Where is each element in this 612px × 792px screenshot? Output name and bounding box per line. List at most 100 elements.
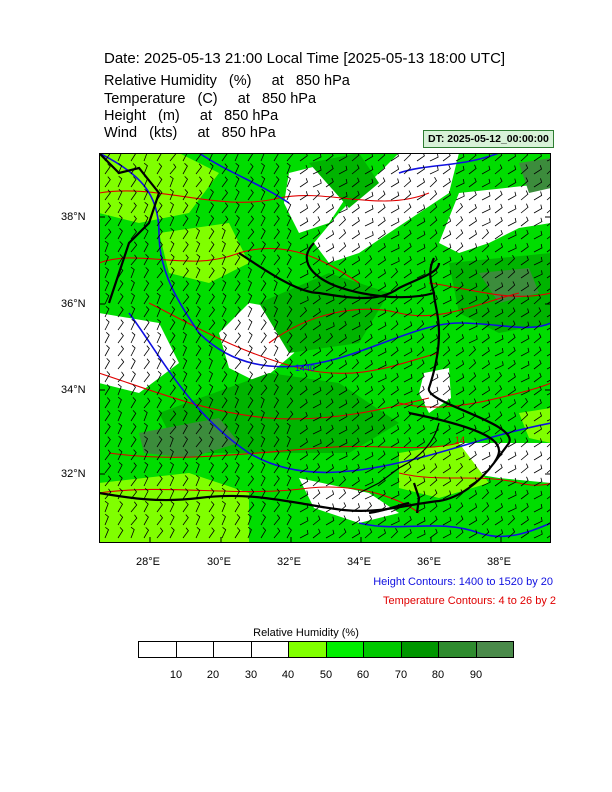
wind-barb <box>247 513 252 526</box>
wind-barb <box>312 203 321 214</box>
wind-barb <box>351 348 361 357</box>
wind-barb <box>377 164 386 175</box>
wind-barb <box>156 488 163 500</box>
wind-barb <box>234 501 241 513</box>
wind-barb <box>390 320 399 331</box>
wind-barb <box>234 162 240 175</box>
wind-barb <box>273 371 279 383</box>
wind-barb <box>416 320 425 331</box>
lon-label-34: 34°E <box>347 556 371 568</box>
wind-barb <box>507 333 516 344</box>
lon-label-36: 36°E <box>417 556 441 568</box>
wind-barb <box>351 269 361 279</box>
wind-barb <box>234 435 240 448</box>
wind-barb <box>403 515 412 526</box>
wind-barb <box>104 397 111 409</box>
wind-barb <box>351 490 360 500</box>
wind-barb <box>429 229 438 240</box>
wind-barb <box>442 191 451 201</box>
wind-barb <box>234 153 240 162</box>
wind-barb <box>403 424 412 435</box>
wind-barb <box>169 188 174 201</box>
wind-barb <box>520 321 530 331</box>
wind-barb <box>416 451 426 461</box>
wind-barb <box>416 516 426 526</box>
wind-barb <box>156 202 163 214</box>
wind-barb <box>143 422 148 435</box>
wind-barb <box>338 307 347 318</box>
wind-barb <box>416 385 425 396</box>
wind-barb <box>390 477 400 487</box>
wind-barb <box>312 399 322 409</box>
wind-barb <box>338 386 348 396</box>
wind-barb <box>312 153 322 162</box>
wind-barb <box>260 153 265 162</box>
wind-barb <box>468 308 478 318</box>
wind-barb <box>156 357 162 370</box>
wind-barb <box>377 398 386 409</box>
wind-barb <box>364 478 374 487</box>
wind-barb <box>273 423 280 435</box>
wind-barb <box>234 527 241 539</box>
lon-label-28: 28°E <box>136 556 160 568</box>
wind-barb <box>533 257 543 266</box>
wind-barb <box>468 450 477 461</box>
wind-barb <box>520 515 529 526</box>
wind-barb <box>325 411 334 422</box>
wind-barb <box>533 438 543 448</box>
wind-barb <box>520 282 529 292</box>
wind-barb <box>455 476 464 487</box>
wind-barb <box>312 373 322 383</box>
wind-barb <box>286 319 293 331</box>
wind-barb <box>117 202 123 214</box>
wind-barb <box>156 241 163 253</box>
wind-barb <box>455 242 464 253</box>
wind-barb <box>377 282 387 292</box>
wind-barb <box>377 516 386 526</box>
wind-barb <box>351 282 361 292</box>
wind-barb <box>351 411 360 422</box>
wind-barb <box>546 442 551 448</box>
wind-barb <box>286 487 292 500</box>
wind-barb <box>312 242 321 253</box>
wind-barb <box>273 501 281 513</box>
wind-barb <box>104 266 109 279</box>
header-line-wind: Wind (kts) at 850 hPa <box>104 125 276 141</box>
wind-barb <box>377 424 386 435</box>
wind-barb <box>338 438 348 448</box>
wind-barb <box>208 527 215 539</box>
wind-barb <box>234 396 239 409</box>
wind-barb <box>117 228 123 240</box>
wind-barb <box>468 269 478 279</box>
wind-barb <box>273 514 281 526</box>
wind-barb <box>416 477 426 487</box>
wind-barb <box>273 228 280 240</box>
wind-barb <box>364 451 374 461</box>
wind-barb <box>455 515 464 526</box>
wind-barb <box>169 435 174 448</box>
wind-barb <box>286 162 291 175</box>
wind-barb <box>104 436 111 448</box>
wind-barb <box>507 438 517 448</box>
wind-barb <box>195 253 201 266</box>
wind-barb <box>481 242 490 253</box>
wind-barb <box>507 231 517 240</box>
wind-barb <box>143 319 150 331</box>
colorbar-cell <box>139 642 177 657</box>
wind-barb <box>507 412 517 422</box>
wind-barb <box>117 332 124 344</box>
wind-barb <box>182 254 189 266</box>
wind-barb <box>221 358 228 370</box>
wind-barb <box>494 282 504 292</box>
wind-barb <box>208 344 213 357</box>
wind-barb <box>546 313 551 318</box>
wind-barb <box>494 398 503 409</box>
wind-barb <box>286 461 292 474</box>
wind-barb <box>325 346 334 357</box>
wind-barb <box>195 280 201 292</box>
wind-barb <box>416 270 426 279</box>
wind-barb <box>520 387 530 396</box>
wind-barb <box>143 153 148 162</box>
wind-barb <box>143 201 149 214</box>
wind-barb <box>364 281 373 292</box>
